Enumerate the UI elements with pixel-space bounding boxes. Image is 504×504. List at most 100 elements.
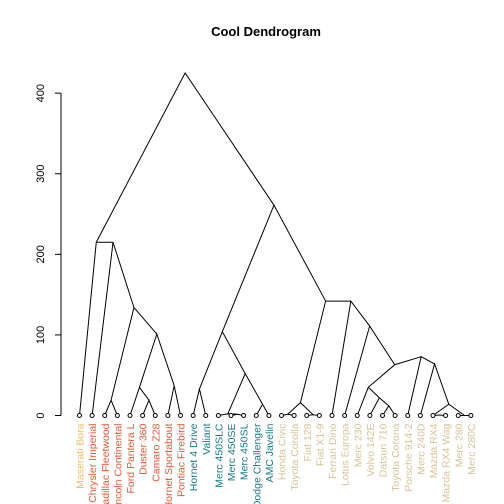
leaf-label: Volvo 142E [365, 424, 377, 477]
leaf-label: Mazda RX4 Wag [441, 423, 453, 502]
leaf-label: Fiat X1-9 [314, 423, 326, 466]
leaf-point [468, 413, 474, 418]
leaf-label: Lotus Europa [340, 423, 352, 486]
leaf-point [354, 413, 360, 418]
dendrogram-link [227, 372, 263, 415]
leaf-point [291, 413, 297, 418]
leaf-point [266, 413, 272, 418]
dendrogram-link [95, 72, 275, 243]
leaf-point [89, 413, 95, 418]
dendrogram-link [110, 306, 158, 401]
leaf-point [380, 413, 385, 418]
leaf-point [417, 413, 423, 418]
leaf-label: Chrysler Imperial [87, 424, 99, 503]
dendrogram-link [192, 388, 207, 416]
leaf-point [140, 413, 146, 418]
leaf-label: Fiat 128 [302, 423, 314, 461]
dendrogram-link [221, 203, 327, 332]
leaf-point [152, 413, 158, 418]
leaf-label: Ferrari Dino [327, 423, 339, 479]
dendrogram-link [419, 362, 450, 416]
leaf-point [203, 413, 209, 418]
dendrogram-link [382, 404, 396, 416]
y-axis: 0 100 200 300 400 [35, 84, 62, 419]
dendrogram-link [367, 356, 422, 388]
leaf-point [77, 413, 82, 418]
dendrogram-link [369, 396, 390, 416]
leaf-point [304, 413, 310, 418]
leaf-label: Mazda RX4 [428, 423, 440, 478]
leaf-label: Merc 230 [352, 423, 364, 467]
leaf-point [102, 413, 108, 418]
leaf-point [127, 413, 133, 418]
leaf-label: Lincoln Continental [112, 424, 124, 504]
leaf-point [228, 413, 234, 418]
leaf-label: Pontiac Firebird [176, 423, 188, 497]
leaf-label: Valiant [201, 423, 213, 454]
leaf-point [190, 413, 196, 418]
leaf-point [178, 413, 183, 418]
y-tick-label: 100 [35, 326, 47, 344]
leaf-label: Ford Pantera L [125, 423, 137, 493]
dendrogram-link [129, 386, 150, 416]
dendrogram-link [407, 355, 435, 416]
leaf-label: Merc 450SE [226, 424, 238, 482]
leaf-point [215, 413, 221, 418]
leaf-point [443, 413, 449, 418]
leaf-point [329, 413, 335, 418]
leaf-label: Merc 280C [466, 423, 478, 475]
leaf-label: Duster 360 [138, 423, 150, 475]
dendrogram-link [138, 332, 175, 388]
chart-title: Cool Dendrogram [211, 24, 321, 39]
leaf-label: Dodge Challenger [251, 423, 263, 504]
leaf-label: Camaro Z28 [150, 423, 162, 482]
leaf-point [367, 413, 373, 418]
leaf-point [342, 413, 348, 418]
dendrogram-link [142, 398, 156, 416]
dendrogram-branches [79, 72, 471, 416]
leaf-label: Merc 450SL [239, 423, 251, 480]
dendrogram-link [331, 299, 371, 416]
dendrogram-link [299, 300, 351, 403]
leaf-label: Toyota Corona [390, 423, 402, 491]
leaf-point [392, 413, 398, 418]
leaf-label: Maserati Bora [75, 423, 87, 489]
leaf-labels: Maserati Bora Chrysler Imperial Cadillac F… [75, 423, 478, 504]
y-tick-label: 0 [35, 412, 47, 418]
y-tick-label: 200 [35, 245, 47, 263]
leaf-label: Honda Civic [277, 424, 289, 481]
leaf-point [455, 413, 461, 418]
leaf-label: Merc 450SLC [213, 423, 225, 488]
leaf-label: Datsun 710 [378, 423, 390, 477]
dendrogram-link [91, 242, 135, 416]
leaf-label: Porsche 914-2 [403, 423, 415, 491]
leaf-point [114, 413, 120, 418]
leaf-label: AMC Javelin [264, 423, 276, 482]
dendrogram-link [104, 398, 118, 416]
dendrogram-link [218, 413, 238, 416]
y-tick-label: 300 [35, 165, 47, 183]
y-tick-label: 400 [35, 84, 47, 102]
leaf-point [430, 413, 436, 418]
leaf-label: Cadillac Fleetwood [100, 423, 112, 504]
leaf-label: Hornet 4 Drive [188, 423, 200, 491]
dendrogram-link [198, 330, 246, 390]
leaf-label: Hornet Sportabout [163, 423, 175, 504]
leaf-point [279, 413, 284, 418]
dendrogram-link [432, 403, 465, 416]
leaf-points [77, 413, 474, 418]
dendrogram-link [255, 403, 270, 416]
dendrogram-link [79, 241, 114, 416]
leaf-point [253, 413, 259, 418]
leaf-point [405, 413, 411, 418]
leaf-label: Merc 240D [415, 423, 427, 475]
leaf-label: Toyota Corolla [289, 423, 301, 490]
dendrogram-link [287, 401, 314, 416]
dendrogram-link [356, 386, 380, 416]
leaf-label: Merc 280 [453, 423, 465, 467]
leaf-point [241, 413, 247, 418]
dendrogram-link [167, 385, 181, 416]
dendrogram-link [344, 324, 396, 416]
leaf-point [165, 413, 171, 418]
